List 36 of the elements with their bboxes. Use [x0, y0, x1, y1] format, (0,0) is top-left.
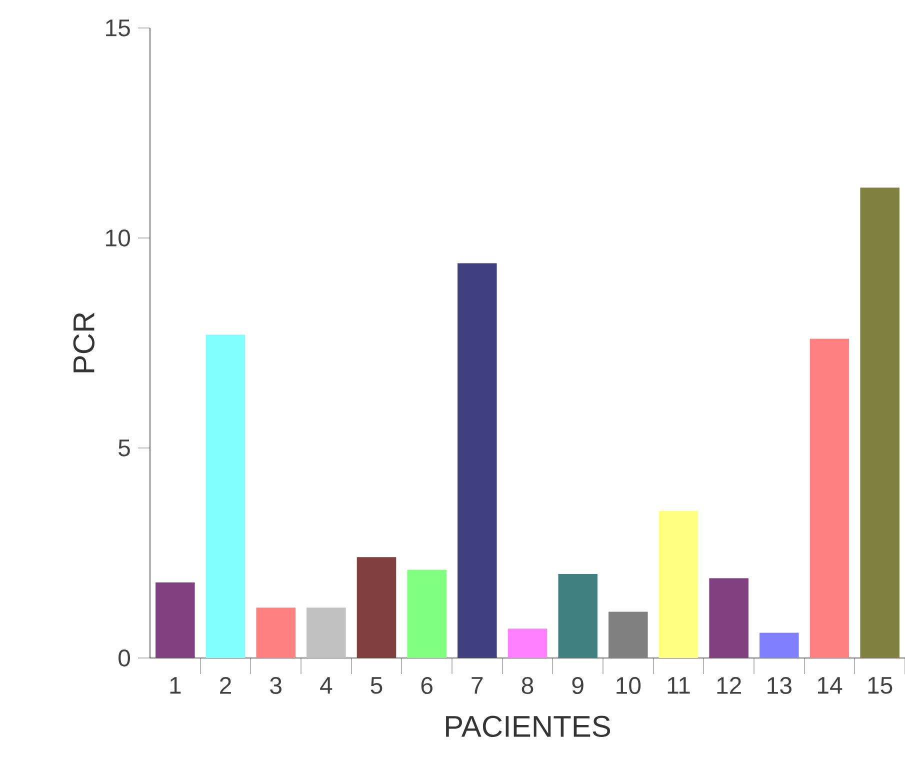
- x-tick-label: 15: [868, 677, 892, 694]
- y-axis-title: PCR: [73, 312, 94, 372]
- bar: [608, 612, 648, 658]
- x-tick-label: 12: [717, 677, 741, 694]
- x-tick-label: 10: [616, 677, 641, 694]
- bar: [206, 334, 246, 658]
- bar: [760, 632, 799, 658]
- y-tick-label: 10: [106, 230, 130, 246]
- bar: [356, 557, 396, 658]
- x-axis-title: PACIENTES: [446, 716, 610, 738]
- bar: [860, 188, 900, 658]
- bar: [810, 338, 850, 658]
- x-tick-label: 4: [320, 677, 332, 694]
- x-tick-label: 9: [572, 677, 584, 694]
- bar: [306, 608, 346, 658]
- bar: [407, 570, 446, 658]
- x-tick-label: 6: [421, 677, 432, 694]
- bar: [458, 263, 497, 658]
- bar: [156, 582, 195, 658]
- x-tick-label: 1: [170, 677, 181, 694]
- x-tick-label: 13: [768, 677, 792, 694]
- y-tick-label: 0: [118, 649, 130, 666]
- bar: [558, 574, 598, 658]
- x-tick-label: 3: [270, 677, 282, 694]
- x-tick-label: 2: [220, 677, 231, 694]
- x-tick-label: 5: [370, 677, 382, 694]
- bar: [709, 578, 748, 658]
- bar: [256, 608, 296, 658]
- x-tick-label: 11: [668, 677, 690, 694]
- y-tick-label: 15: [106, 20, 130, 36]
- x-tick-label: 14: [818, 677, 842, 694]
- x-tick-label: 7: [472, 677, 483, 694]
- y-tick-label: 5: [118, 440, 130, 456]
- bar: [508, 628, 548, 658]
- x-tick-label: 8: [522, 677, 534, 694]
- bar: [658, 510, 698, 658]
